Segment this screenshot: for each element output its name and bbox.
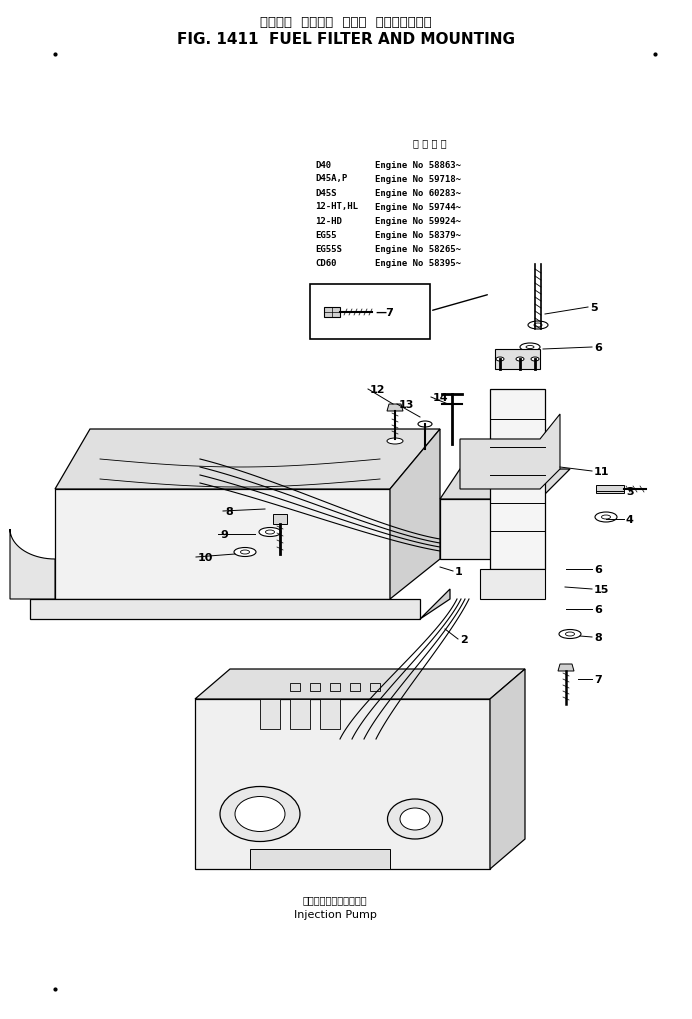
Polygon shape bbox=[420, 589, 450, 620]
Ellipse shape bbox=[387, 438, 403, 444]
Ellipse shape bbox=[234, 548, 256, 557]
Text: 10: 10 bbox=[198, 552, 213, 562]
Polygon shape bbox=[195, 669, 525, 699]
Text: EG55S: EG55S bbox=[315, 245, 342, 254]
Polygon shape bbox=[55, 489, 390, 599]
Ellipse shape bbox=[559, 630, 581, 639]
Polygon shape bbox=[30, 599, 420, 620]
Ellipse shape bbox=[516, 358, 524, 362]
Polygon shape bbox=[558, 664, 574, 672]
Ellipse shape bbox=[595, 513, 617, 523]
Polygon shape bbox=[324, 308, 340, 318]
Text: 12-HT,HL: 12-HT,HL bbox=[315, 203, 358, 211]
Text: Engine No 58863~: Engine No 58863~ bbox=[375, 160, 461, 169]
Text: 1: 1 bbox=[455, 567, 463, 577]
Polygon shape bbox=[387, 405, 403, 412]
Text: 6: 6 bbox=[594, 565, 602, 575]
Polygon shape bbox=[490, 669, 525, 869]
Text: 14: 14 bbox=[433, 392, 448, 403]
Polygon shape bbox=[480, 570, 545, 599]
Ellipse shape bbox=[388, 799, 442, 840]
Polygon shape bbox=[440, 470, 570, 499]
Ellipse shape bbox=[601, 516, 610, 520]
Polygon shape bbox=[490, 389, 545, 570]
Text: D45A,P: D45A,P bbox=[315, 174, 347, 183]
Text: フェエル  フィルタ  および  マウンティング: フェエル フィルタ および マウンティング bbox=[260, 15, 432, 29]
Bar bbox=[350, 684, 360, 691]
Ellipse shape bbox=[220, 787, 300, 842]
Ellipse shape bbox=[241, 550, 250, 554]
Text: 適 用 車 種: 適 用 車 種 bbox=[413, 138, 447, 148]
Text: 9: 9 bbox=[220, 530, 228, 539]
Text: インジェクションポンプ: インジェクションポンプ bbox=[302, 894, 367, 904]
Text: 11: 11 bbox=[594, 467, 610, 477]
Bar bbox=[290, 684, 300, 691]
Polygon shape bbox=[460, 415, 560, 489]
Ellipse shape bbox=[528, 322, 548, 330]
Bar bbox=[310, 684, 320, 691]
Polygon shape bbox=[273, 515, 287, 525]
Polygon shape bbox=[460, 439, 540, 470]
Text: 3: 3 bbox=[626, 486, 634, 496]
Ellipse shape bbox=[531, 358, 539, 362]
Ellipse shape bbox=[526, 346, 534, 350]
Text: 13: 13 bbox=[399, 399, 415, 410]
Text: 8: 8 bbox=[594, 633, 602, 642]
Text: Engine No 59924~: Engine No 59924~ bbox=[375, 216, 461, 225]
Text: Engine No 59718~: Engine No 59718~ bbox=[375, 174, 461, 183]
Ellipse shape bbox=[534, 324, 542, 328]
Ellipse shape bbox=[259, 528, 281, 537]
Text: Engine No 58265~: Engine No 58265~ bbox=[375, 245, 461, 254]
Polygon shape bbox=[390, 430, 440, 599]
Bar bbox=[320, 699, 340, 730]
Polygon shape bbox=[55, 430, 440, 489]
Bar bbox=[330, 684, 340, 691]
Text: 6: 6 bbox=[594, 604, 602, 614]
Ellipse shape bbox=[235, 797, 285, 832]
Ellipse shape bbox=[418, 422, 432, 428]
Text: D40: D40 bbox=[315, 160, 331, 169]
Text: Engine No 58379~: Engine No 58379~ bbox=[375, 230, 461, 239]
Ellipse shape bbox=[565, 633, 574, 637]
Bar bbox=[290, 699, 310, 730]
Text: CD60: CD60 bbox=[315, 258, 336, 267]
Text: Engine No 58395~: Engine No 58395~ bbox=[375, 258, 461, 267]
Polygon shape bbox=[596, 485, 624, 493]
Text: FIG. 1411  FUEL FILTER AND MOUNTING: FIG. 1411 FUEL FILTER AND MOUNTING bbox=[177, 33, 515, 48]
Text: Engine No 60283~: Engine No 60283~ bbox=[375, 189, 461, 198]
Text: 15: 15 bbox=[594, 585, 610, 594]
Bar bbox=[260, 699, 280, 730]
Text: Injection Pump: Injection Pump bbox=[293, 909, 376, 919]
Bar bbox=[310, 284, 430, 339]
Text: EG55: EG55 bbox=[315, 230, 336, 239]
Text: 8: 8 bbox=[225, 506, 233, 517]
Text: 5: 5 bbox=[590, 303, 598, 313]
Text: 4: 4 bbox=[626, 515, 634, 525]
Ellipse shape bbox=[400, 808, 430, 830]
Polygon shape bbox=[10, 530, 55, 599]
Bar bbox=[495, 350, 540, 370]
Text: D45S: D45S bbox=[315, 189, 336, 198]
Text: 12: 12 bbox=[370, 384, 385, 394]
Text: 6: 6 bbox=[594, 342, 602, 353]
Ellipse shape bbox=[520, 343, 540, 352]
Text: 2: 2 bbox=[460, 635, 468, 644]
Ellipse shape bbox=[496, 358, 504, 362]
Ellipse shape bbox=[266, 531, 275, 535]
Text: 12-HD: 12-HD bbox=[315, 216, 342, 225]
Text: Engine No 59744~: Engine No 59744~ bbox=[375, 203, 461, 211]
Text: 7: 7 bbox=[594, 675, 602, 685]
Text: —7: —7 bbox=[375, 308, 394, 318]
Bar bbox=[370, 684, 380, 691]
Polygon shape bbox=[250, 849, 390, 869]
Polygon shape bbox=[195, 699, 490, 869]
Polygon shape bbox=[440, 499, 540, 559]
